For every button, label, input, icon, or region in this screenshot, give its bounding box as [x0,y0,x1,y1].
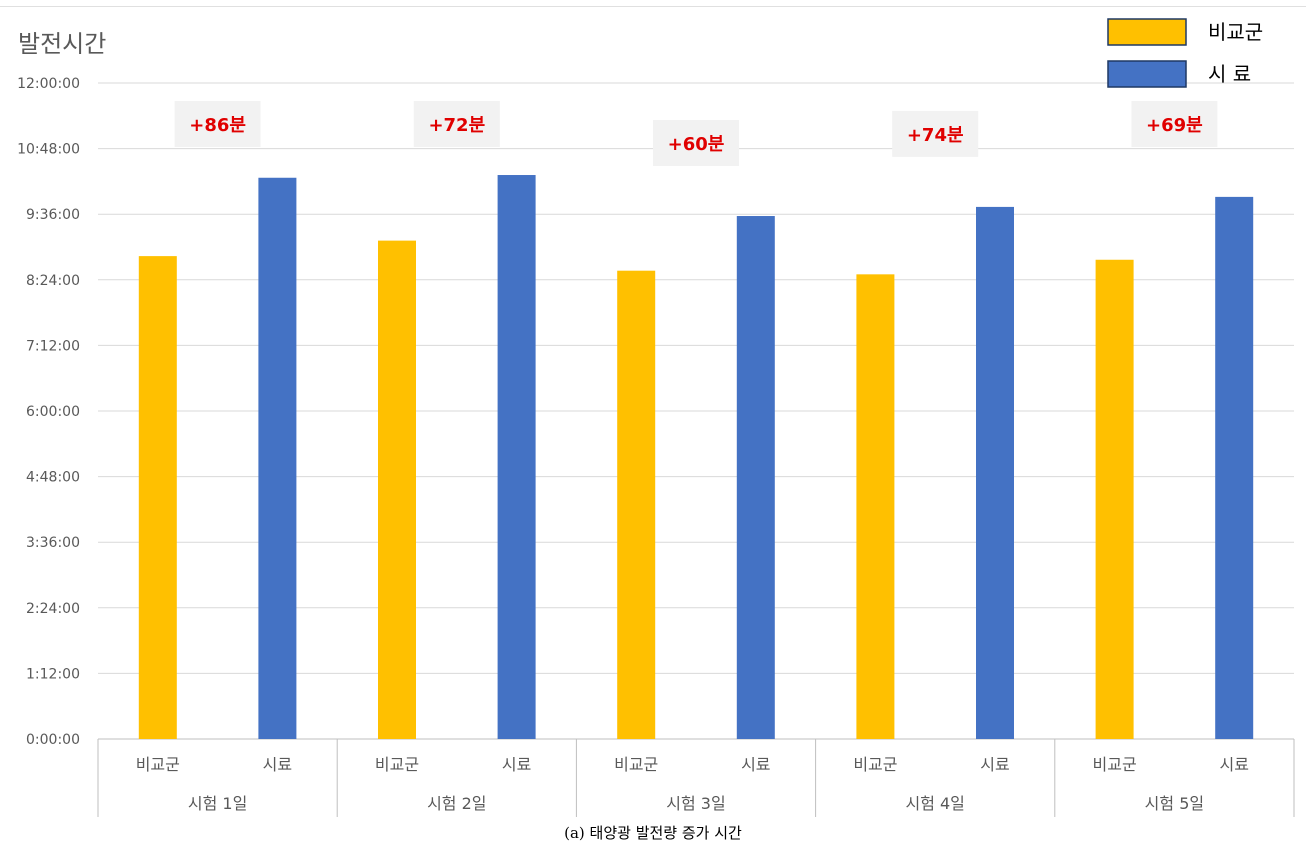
top-rule [0,6,1306,7]
x-category-label: 시료 [980,755,1009,774]
y-tick-label: 10:48:00 [17,142,80,158]
x-category-label: 비교군 [1093,755,1137,774]
x-category-label: 시료 [741,755,770,774]
x-group-label: 시험 5일 [1145,794,1204,813]
legend-swatch [1107,60,1187,88]
x-group-label: 시험 2일 [427,794,486,813]
bar-sample [1215,196,1254,739]
x-category-label: 시료 [263,755,292,774]
chart-title: 발전시간 [18,30,107,58]
x-category-label: 비교군 [614,755,658,774]
y-tick-label: 3:36:00 [26,535,80,551]
bar-control [138,256,177,739]
figure-caption: (a) 태양광 발전량 증가 시간 [564,824,742,842]
y-tick-label: 6:00:00 [26,404,80,420]
bar-control [856,274,895,739]
x-group-label: 시험 1일 [188,794,247,813]
bar-sample [497,175,536,739]
bar-sample [736,216,775,739]
y-tick-label: 0:00:00 [26,732,80,748]
bar-control [378,240,416,739]
x-category-label: 비교군 [375,755,419,774]
delta-label-box [413,101,500,147]
delta-label-box [653,120,739,167]
x-category-label: 시료 [502,755,531,774]
y-tick-label: 7:12:00 [26,338,80,354]
delta-label-box [892,110,979,157]
bar-sample [258,177,297,739]
y-tick-label: 12:00:00 [17,76,80,92]
delta-label: +72분 [428,115,485,136]
x-group-label: 시험 4일 [905,794,964,813]
y-tick-label: 9:36:00 [26,207,80,223]
legend-swatch [1107,18,1187,46]
delta-label: +60분 [668,134,725,155]
x-category-label: 비교군 [853,755,897,774]
legend-label: 비교군 [1208,20,1263,44]
y-tick-label: 8:24:00 [26,273,80,289]
delta-label: +74분 [907,125,964,146]
delta-label-box [174,101,261,147]
x-category-label: 비교군 [136,755,180,774]
bar-control [1095,259,1134,739]
y-tick-label: 1:12:00 [26,666,80,682]
bar-sample [976,206,1014,739]
y-tick-label: 4:48:00 [26,470,80,486]
legend-label: 시 료 [1208,62,1251,86]
bar-control [617,270,656,739]
delta-label: +69분 [1146,115,1203,136]
y-tick-label: 2:24:00 [26,601,80,617]
x-group-label: 시험 3일 [666,794,725,813]
delta-label: +86분 [189,115,246,136]
delta-label-box [1131,101,1218,147]
x-category-label: 시료 [1219,755,1248,774]
